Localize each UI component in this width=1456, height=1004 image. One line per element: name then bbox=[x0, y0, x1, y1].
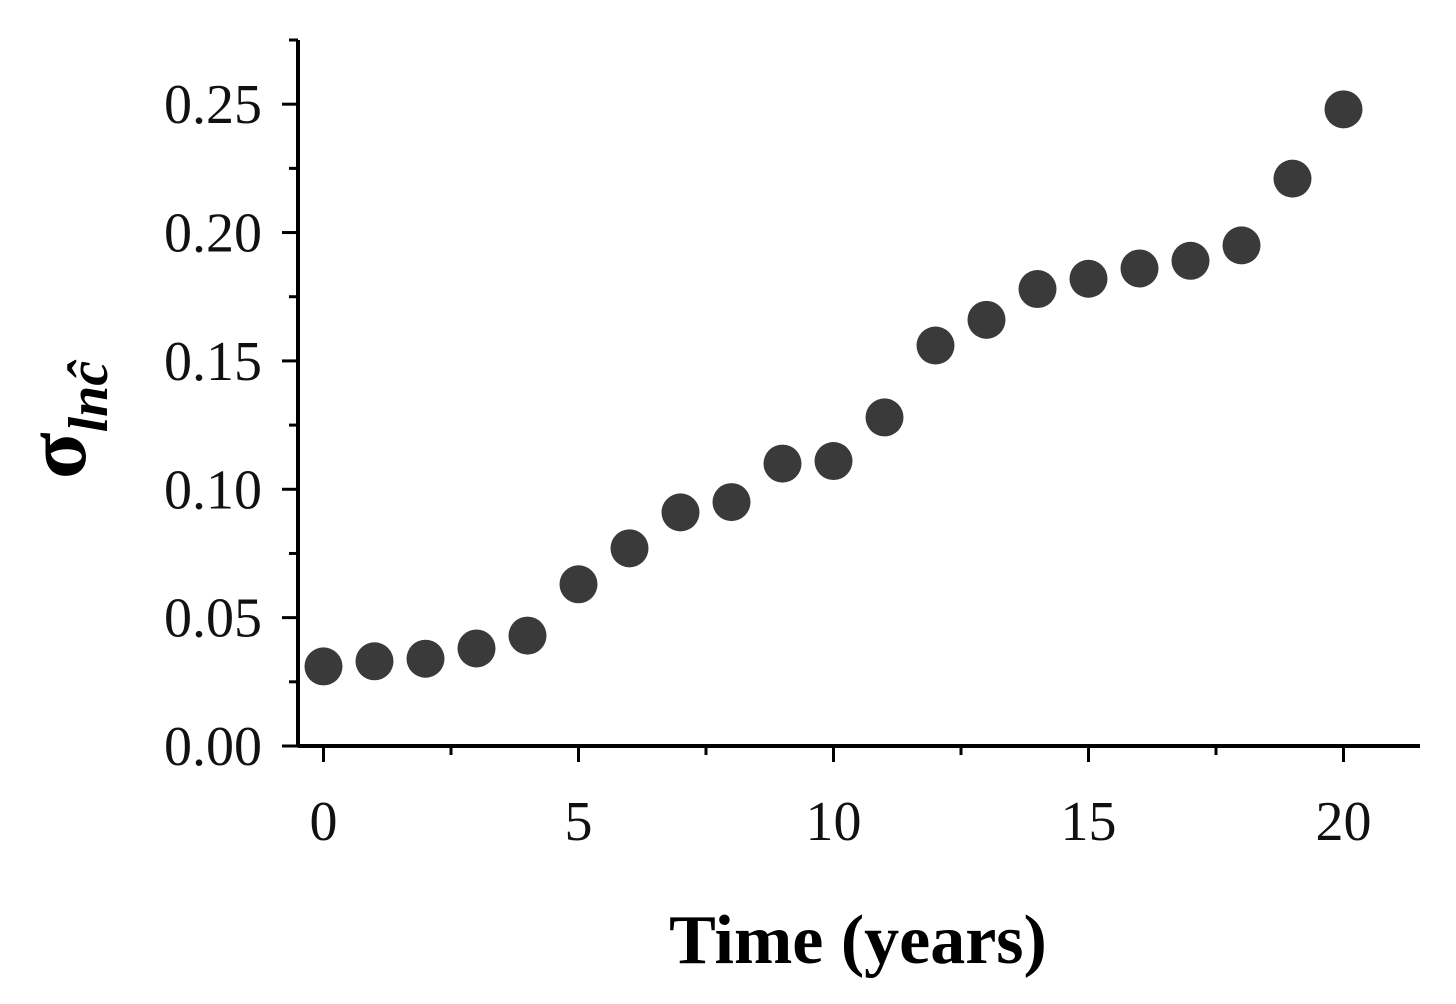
x-tick-label: 15 bbox=[1061, 791, 1117, 853]
y-tick-label: 0.10 bbox=[164, 459, 262, 521]
data-point bbox=[355, 642, 394, 681]
y-tick-label: 0.00 bbox=[164, 716, 262, 778]
data-point bbox=[610, 529, 649, 568]
data-point bbox=[1273, 159, 1312, 198]
data-point bbox=[814, 442, 853, 481]
data-point bbox=[304, 647, 343, 686]
data-point bbox=[457, 629, 496, 668]
y-axis-title-subscript: lnĉ bbox=[58, 360, 120, 433]
data-point bbox=[1018, 270, 1057, 309]
y-tick-label: 0.25 bbox=[164, 74, 262, 136]
y-tick-label: 0.15 bbox=[164, 331, 262, 393]
x-tick-label: 10 bbox=[806, 791, 862, 853]
axes bbox=[296, 40, 1420, 748]
data-point bbox=[508, 616, 547, 655]
x-tick-label: 0 bbox=[310, 791, 338, 853]
data-points bbox=[304, 90, 1363, 686]
data-point bbox=[967, 300, 1006, 339]
data-point bbox=[1222, 226, 1261, 265]
data-point bbox=[559, 565, 598, 604]
data-point bbox=[1120, 249, 1159, 288]
data-point bbox=[712, 483, 751, 522]
x-ticks: 0 5 10 15 20 bbox=[310, 746, 1372, 853]
x-axis-title: Time (years) bbox=[669, 902, 1047, 979]
data-point bbox=[406, 639, 445, 678]
data-point bbox=[916, 326, 955, 365]
data-point bbox=[763, 444, 802, 483]
data-point bbox=[865, 398, 904, 437]
data-point bbox=[661, 493, 700, 532]
data-point bbox=[1324, 90, 1363, 129]
y-axis-title-symbol: σ bbox=[8, 432, 104, 479]
y-tick-label: 0.05 bbox=[164, 588, 262, 650]
data-point bbox=[1069, 259, 1108, 298]
y-axis-title: σlnĉ bbox=[8, 360, 120, 479]
data-point bbox=[1171, 241, 1210, 280]
x-tick-label: 5 bbox=[565, 791, 593, 853]
x-tick-label: 20 bbox=[1316, 791, 1372, 853]
y-tick-label: 0.20 bbox=[164, 203, 262, 265]
y-ticks: 0.00 0.05 0.10 0.15 0.20 0.25 bbox=[164, 38, 298, 778]
